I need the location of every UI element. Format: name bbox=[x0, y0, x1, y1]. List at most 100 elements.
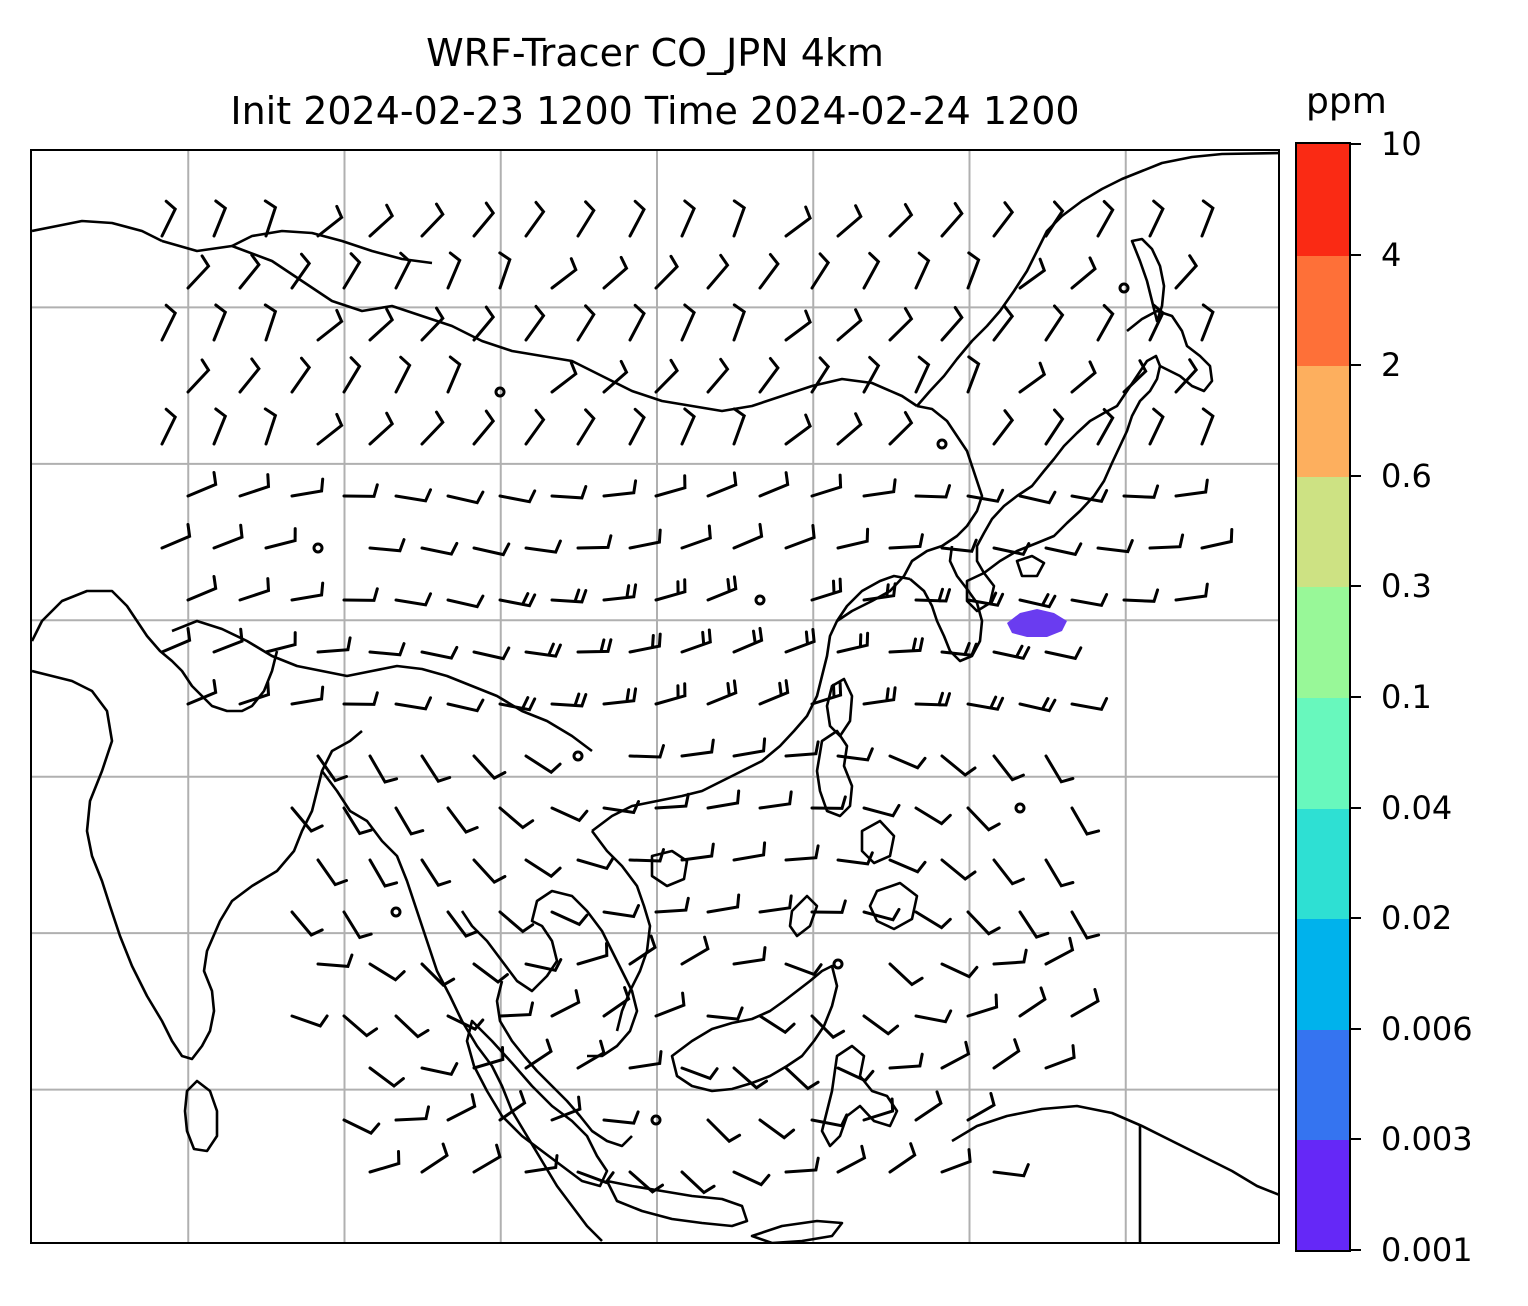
wind-barb bbox=[758, 1014, 796, 1035]
wind-barb bbox=[992, 305, 1015, 342]
wind-barb bbox=[654, 792, 690, 810]
wind-barb bbox=[940, 202, 964, 238]
wind-barb bbox=[940, 641, 978, 657]
wind-barb bbox=[264, 527, 297, 550]
wind-barb bbox=[966, 355, 981, 394]
wind-barb bbox=[472, 409, 496, 446]
wind-calm-marker bbox=[754, 594, 766, 606]
wind-barb bbox=[576, 1170, 615, 1185]
colorbar-segment bbox=[1297, 365, 1349, 477]
wind-barb bbox=[1044, 1044, 1076, 1070]
wind-barb bbox=[862, 582, 897, 602]
wind-barb bbox=[472, 542, 511, 557]
colorbar-tick-label: 0.3 bbox=[1381, 567, 1432, 606]
wind-barb bbox=[290, 1014, 329, 1028]
wind-barb bbox=[836, 851, 874, 866]
wind-barb bbox=[1018, 986, 1047, 1018]
wind-barb bbox=[1044, 408, 1065, 446]
wind-barb bbox=[498, 1001, 534, 1018]
colorbar-tick-label: 0.006 bbox=[1381, 1009, 1473, 1048]
wind-barb bbox=[940, 754, 977, 777]
wind-barb bbox=[524, 958, 563, 973]
wind-barb bbox=[680, 628, 712, 654]
gridlines bbox=[32, 151, 1278, 1242]
wind-barb bbox=[394, 251, 412, 290]
wind-barb bbox=[836, 1066, 875, 1083]
wind-barb bbox=[680, 842, 715, 862]
wind-barb bbox=[888, 637, 924, 654]
wind-barb bbox=[1148, 407, 1165, 446]
wind-barb bbox=[1174, 582, 1209, 602]
wind-barb bbox=[212, 523, 244, 550]
wind-barb bbox=[862, 251, 881, 290]
wind-barb bbox=[758, 790, 793, 810]
wind-barb bbox=[966, 695, 1005, 711]
wind-barb bbox=[784, 413, 812, 446]
wind-barb bbox=[1070, 988, 1100, 1018]
plot-subtitle: Init 2024-02-23 1200 Time 2024-02-24 120… bbox=[230, 89, 1080, 133]
wind-barb bbox=[784, 1156, 820, 1174]
coast-visayas bbox=[860, 819, 896, 865]
wind-barb bbox=[602, 687, 638, 706]
colorbar-segment bbox=[1297, 144, 1349, 256]
wind-barb bbox=[602, 904, 640, 919]
wind-barb bbox=[550, 989, 581, 1018]
wind-barb bbox=[810, 473, 843, 498]
wind-barb bbox=[368, 538, 406, 553]
wind-barb bbox=[1096, 200, 1115, 238]
wind-barb bbox=[784, 1066, 820, 1091]
wind-barb bbox=[628, 848, 665, 863]
wind-barb bbox=[1070, 489, 1109, 503]
wind-barb bbox=[940, 1040, 971, 1070]
colorbar-tick bbox=[1351, 253, 1361, 256]
wind-barb bbox=[1070, 910, 1101, 940]
wind-barb bbox=[888, 533, 924, 550]
wind-barb bbox=[1070, 360, 1097, 394]
coast-south-china bbox=[591, 574, 911, 833]
wind-barb bbox=[576, 942, 609, 966]
wind-barb bbox=[914, 1009, 953, 1024]
wind-barb bbox=[654, 896, 690, 914]
wind-barb bbox=[1096, 408, 1115, 446]
wind-barb bbox=[966, 910, 1001, 936]
wind-barb bbox=[758, 357, 780, 394]
coast-sri-lanka bbox=[183, 1079, 219, 1153]
coast-thailand-gulf bbox=[460, 889, 639, 1058]
wind-barb bbox=[498, 251, 512, 290]
wind-barb bbox=[836, 631, 870, 654]
colorbar-tick-label: 10 bbox=[1381, 125, 1422, 163]
wind-barb bbox=[160, 523, 192, 550]
wind-barb bbox=[992, 754, 1025, 782]
wind-barb bbox=[836, 204, 863, 238]
wind-barb bbox=[290, 356, 312, 394]
wind-barb bbox=[342, 356, 362, 394]
wind-barb bbox=[368, 962, 406, 982]
wind-barb bbox=[1018, 593, 1057, 609]
wind-barb bbox=[602, 255, 629, 290]
wind-barb bbox=[316, 858, 348, 887]
wind-barb bbox=[680, 1170, 716, 1195]
wind-calm-marker bbox=[650, 1114, 662, 1126]
wind-barb bbox=[654, 578, 687, 602]
wind-barb bbox=[394, 696, 432, 711]
coast-sakhalin bbox=[1130, 237, 1166, 323]
wind-barb bbox=[446, 490, 485, 505]
wind-barb bbox=[602, 800, 640, 815]
colorbar-tick bbox=[1351, 1027, 1361, 1030]
wind-barb bbox=[524, 539, 562, 554]
wind-barb bbox=[446, 594, 485, 609]
coast-borneo bbox=[670, 964, 839, 1093]
coast-new-guinea bbox=[951, 1104, 1278, 1196]
wind-barb bbox=[940, 962, 979, 979]
wind-barb bbox=[784, 205, 812, 238]
wind-barb bbox=[602, 359, 629, 394]
wind-barb bbox=[420, 1142, 449, 1174]
wind-barb bbox=[446, 355, 462, 394]
wind-barb bbox=[1174, 254, 1199, 290]
wind-barb bbox=[576, 534, 613, 550]
wind-barb bbox=[394, 592, 432, 607]
wind-barb bbox=[550, 1095, 582, 1122]
wind-barb bbox=[368, 858, 399, 888]
colorbar-segment bbox=[1297, 586, 1349, 698]
coast-luzon bbox=[815, 729, 854, 818]
